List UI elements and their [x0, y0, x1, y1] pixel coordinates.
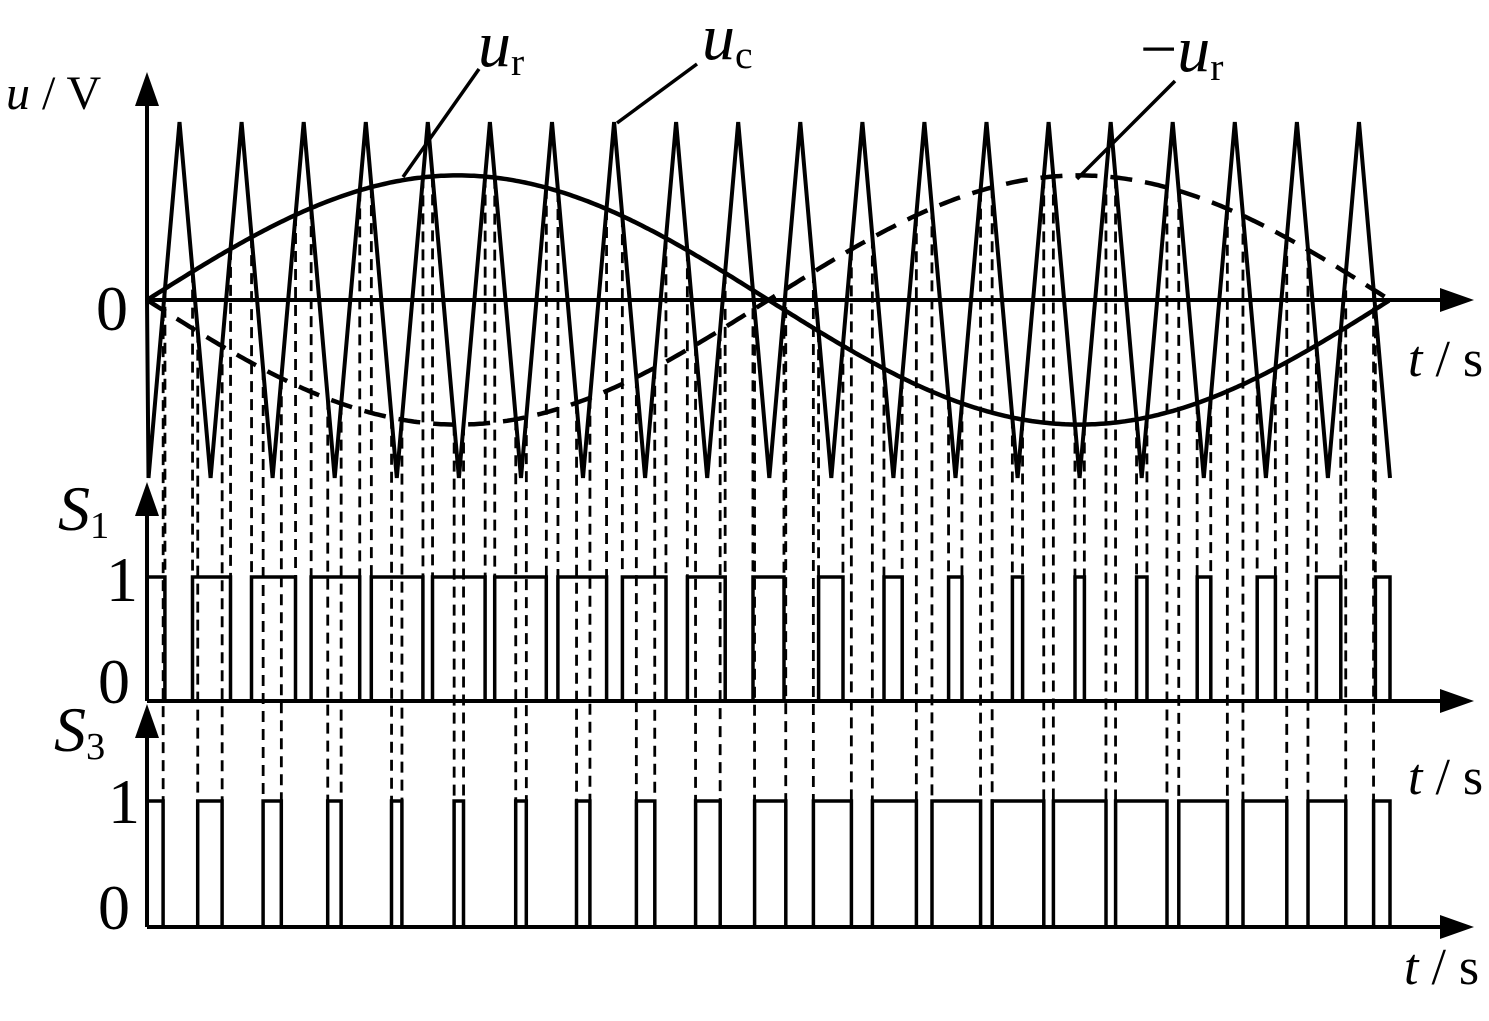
s1-axis-label: S1 — [58, 473, 110, 548]
connector-lines — [161, 176, 1377, 801]
ur-leader-line — [401, 67, 481, 179]
s3-waveform — [147, 799, 1392, 929]
s3-level-one-label: 1 — [108, 766, 140, 837]
ur-curve-label: ur — [478, 8, 525, 84]
neg-ur-leader-line — [1075, 79, 1177, 181]
time-axis-label-s1: t / s — [1408, 749, 1484, 806]
s1-waveform — [147, 575, 1392, 703]
time-axis-label-s3: t / s — [1404, 939, 1480, 996]
s1-level-one-label: 1 — [106, 544, 138, 615]
voltage-axis-label: u / V — [6, 67, 102, 120]
uc-leader-line — [615, 62, 699, 125]
neg-ur-curve-label: −ur — [1140, 13, 1224, 89]
uc-curve-label: uc — [702, 1, 753, 77]
carrier-wave — [145, 121, 1392, 479]
s1-level-zero-label: 0 — [98, 646, 130, 717]
s3-axis-label: S3 — [54, 694, 106, 769]
s3-level-zero-label: 0 — [98, 872, 130, 943]
time-axis-label-voltage: t / s — [1408, 331, 1484, 388]
axes — [135, 72, 1474, 939]
reference-sine-neg-ur — [145, 173, 1391, 427]
origin-zero-label: 0 — [96, 273, 128, 344]
label-leader-lines — [401, 62, 1177, 181]
